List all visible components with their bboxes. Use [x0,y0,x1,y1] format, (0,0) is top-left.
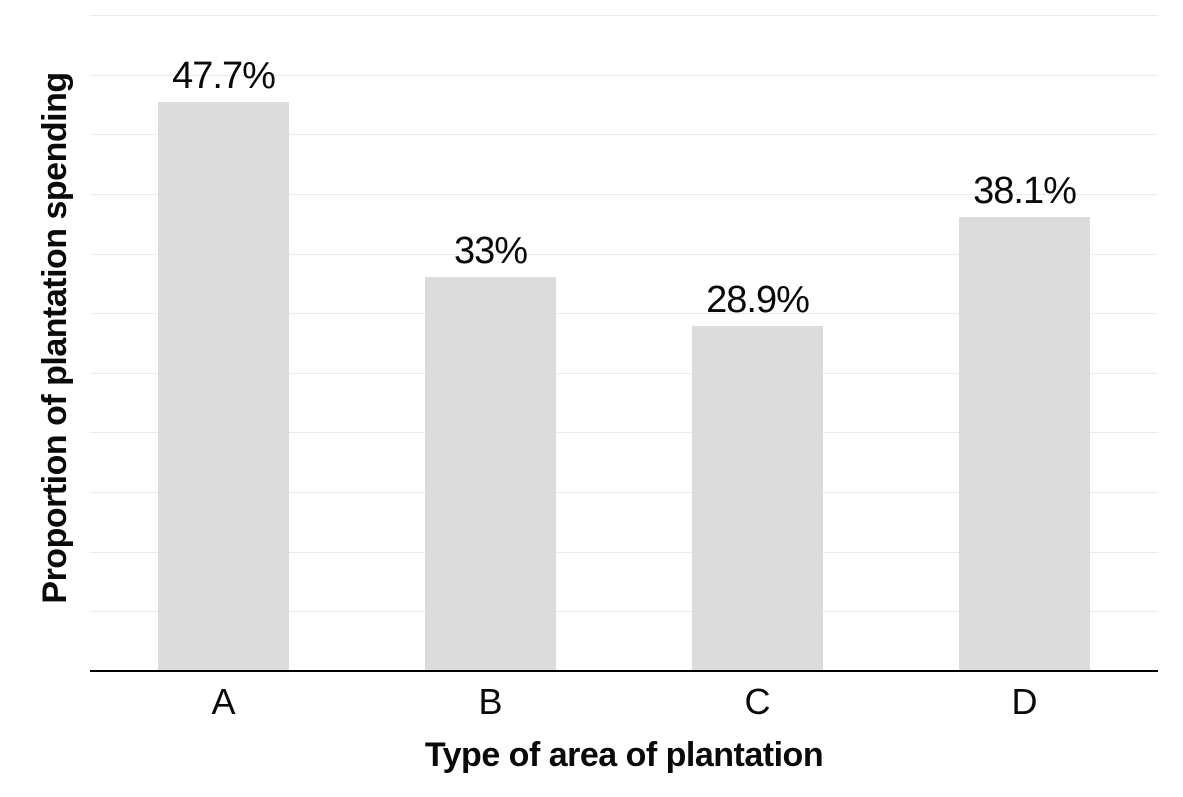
bar-A [158,102,289,671]
x-axis-title: Type of area of plantation [424,736,824,774]
gridline [90,373,1158,374]
x-tick-label: A [211,681,236,722]
x-axis-line [90,670,1158,672]
gridline [90,313,1158,314]
x-tick-label: C [744,681,771,722]
bar-B [425,277,556,671]
gridline [90,254,1158,255]
bar-value-label: 33% [453,230,528,273]
gridline [90,15,1158,16]
gridline [90,75,1158,76]
gridline [90,611,1158,612]
gridline [90,432,1158,433]
bar-value-label: 47.7% [172,55,276,98]
x-tick-label: B [478,681,503,722]
gridline [90,194,1158,195]
gridline [90,552,1158,553]
bar-value-label: 28.9% [706,279,810,322]
bar-value-label: 38.1% [973,169,1077,212]
gridline [90,134,1158,135]
bar-D [959,216,1090,671]
x-tick-label: D [1011,681,1038,722]
gridline [90,492,1158,493]
y-axis-title: Proportion of plantation spending [36,72,74,604]
bar-C [692,326,823,671]
